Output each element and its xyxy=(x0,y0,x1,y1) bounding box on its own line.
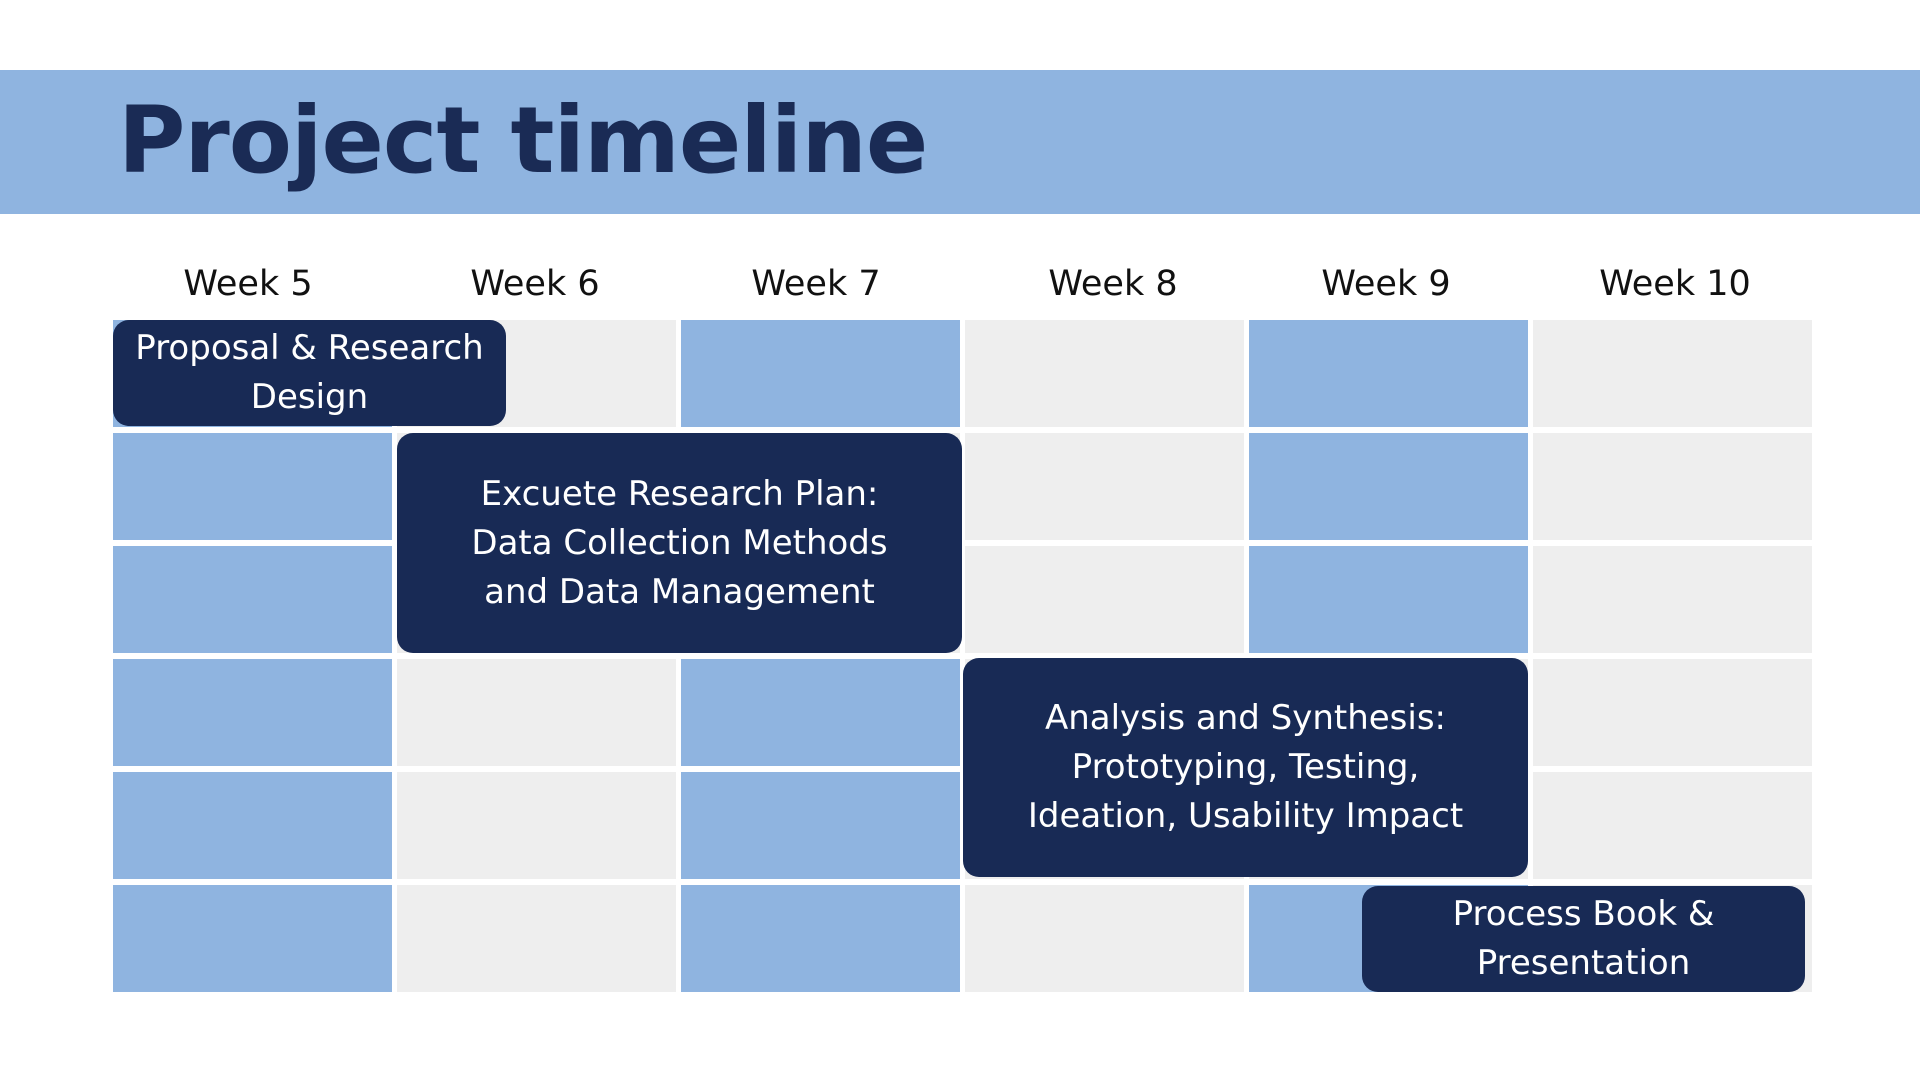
grid-cell xyxy=(965,885,1244,992)
grid-cell xyxy=(113,885,392,992)
task-execute-research-plan: Excuete Research Plan: Data Collection M… xyxy=(397,433,962,653)
grid-cell xyxy=(113,546,392,653)
grid-cell xyxy=(1533,546,1812,653)
grid-cell xyxy=(965,546,1244,653)
grid-cell xyxy=(113,433,392,540)
grid-cell xyxy=(681,659,960,766)
grid-cell xyxy=(1249,546,1528,653)
week-label-9: Week 9 xyxy=(1321,264,1451,304)
week-label-10: Week 10 xyxy=(1599,264,1751,304)
grid-cell xyxy=(965,433,1244,540)
task-analysis-synthesis: Analysis and Synthesis: Prototyping, Tes… xyxy=(963,658,1528,877)
week-label-7: Week 7 xyxy=(751,264,881,304)
week-label-5: Week 5 xyxy=(183,264,313,304)
grid-cell xyxy=(1533,772,1812,879)
grid-cell xyxy=(397,659,676,766)
grid-cell xyxy=(681,320,960,427)
task-proposal-research-design: Proposal & Research Design xyxy=(113,320,506,426)
task-process-book-presentation: Process Book & Presentation xyxy=(1362,886,1805,992)
grid-cell xyxy=(113,772,392,879)
grid-cell xyxy=(397,772,676,879)
grid-cell xyxy=(1533,659,1812,766)
grid-cell xyxy=(397,885,676,992)
grid-cell xyxy=(1249,433,1528,540)
grid-cell xyxy=(1533,320,1812,427)
week-label-8: Week 8 xyxy=(1048,264,1178,304)
grid-cell xyxy=(1533,433,1812,540)
grid-cell xyxy=(965,320,1244,427)
grid-cell xyxy=(1249,320,1528,427)
grid-cell xyxy=(113,659,392,766)
grid-cell xyxy=(681,772,960,879)
page-title: Project timeline xyxy=(118,87,928,194)
week-label-6: Week 6 xyxy=(470,264,600,304)
title-band xyxy=(0,70,1920,214)
grid-cell xyxy=(681,885,960,992)
